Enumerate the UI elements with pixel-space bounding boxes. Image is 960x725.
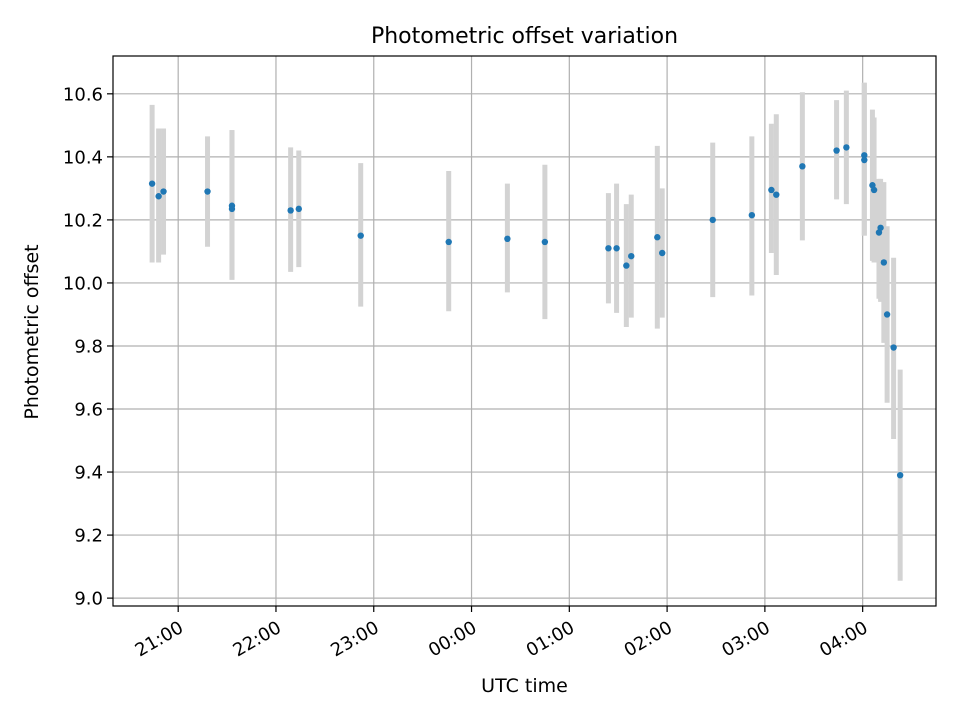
x-tick-label: 22:00 [229, 617, 284, 661]
data-point [861, 152, 868, 159]
data-point [228, 205, 236, 213]
data-point [160, 188, 167, 195]
y-tick-label: 10.4 [63, 147, 103, 168]
data-point [357, 232, 364, 239]
data-point [654, 234, 661, 241]
data-point [628, 252, 635, 260]
data-point [709, 216, 716, 224]
data-point [877, 224, 884, 231]
y-tick-label: 9.4 [74, 463, 103, 484]
data-point [659, 249, 666, 257]
data-point [148, 180, 156, 187]
x-tick-label: 02:00 [621, 617, 676, 661]
data-point [445, 238, 452, 246]
y-axis-label: Photometric offset [21, 244, 43, 419]
y-tick-label: 9.0 [74, 589, 103, 610]
error-bars [149, 82, 903, 581]
y-tick-label: 9.2 [74, 526, 103, 547]
data-point [799, 163, 806, 170]
data-point [890, 344, 897, 351]
data-point [748, 211, 756, 219]
y-tick-label: 10.2 [63, 210, 103, 231]
plot-frame [112, 55, 937, 607]
data-point [880, 259, 888, 266]
data-point [883, 311, 891, 318]
data-points [148, 144, 904, 479]
data-point [843, 144, 850, 151]
x-tick-label: 04:00 [816, 617, 871, 661]
data-point [870, 186, 878, 194]
x-tick-label: 01:00 [523, 617, 578, 661]
data-point [204, 188, 211, 195]
x-tick-label: 23:00 [327, 617, 382, 661]
y-axis-ticks: 9.0 9.2 9.4 9.6 9.8 10.0 10.2 10.4 10.6 [63, 84, 113, 610]
data-point [861, 156, 868, 164]
x-axis-label: UTC time [481, 675, 568, 697]
y-tick-label: 10.0 [63, 273, 103, 294]
y-tick-label: 9.8 [74, 336, 103, 357]
x-axis-ticks: 21:00 22:00 23:00 00:00 01:00 02:00 03:00 04:00 [132, 606, 872, 661]
chart-title: Photometric offset variation [371, 24, 678, 49]
data-point [605, 245, 612, 252]
data-point [613, 245, 620, 252]
x-tick-label: 03:00 [718, 617, 773, 661]
data-point [773, 191, 780, 198]
x-tick-label: 00:00 [425, 617, 480, 661]
data-point [295, 205, 302, 213]
grid-lines [113, 56, 936, 606]
data-point [155, 193, 162, 200]
data-point [623, 262, 630, 269]
data-point [504, 235, 511, 243]
y-tick-label: 10.6 [63, 84, 103, 105]
y-tick-label: 9.6 [74, 400, 103, 421]
data-point [896, 471, 904, 479]
data-point [833, 147, 840, 154]
data-point [768, 186, 775, 194]
x-tick-label: 21:00 [132, 617, 187, 661]
data-point [541, 238, 549, 246]
data-point [287, 207, 294, 214]
